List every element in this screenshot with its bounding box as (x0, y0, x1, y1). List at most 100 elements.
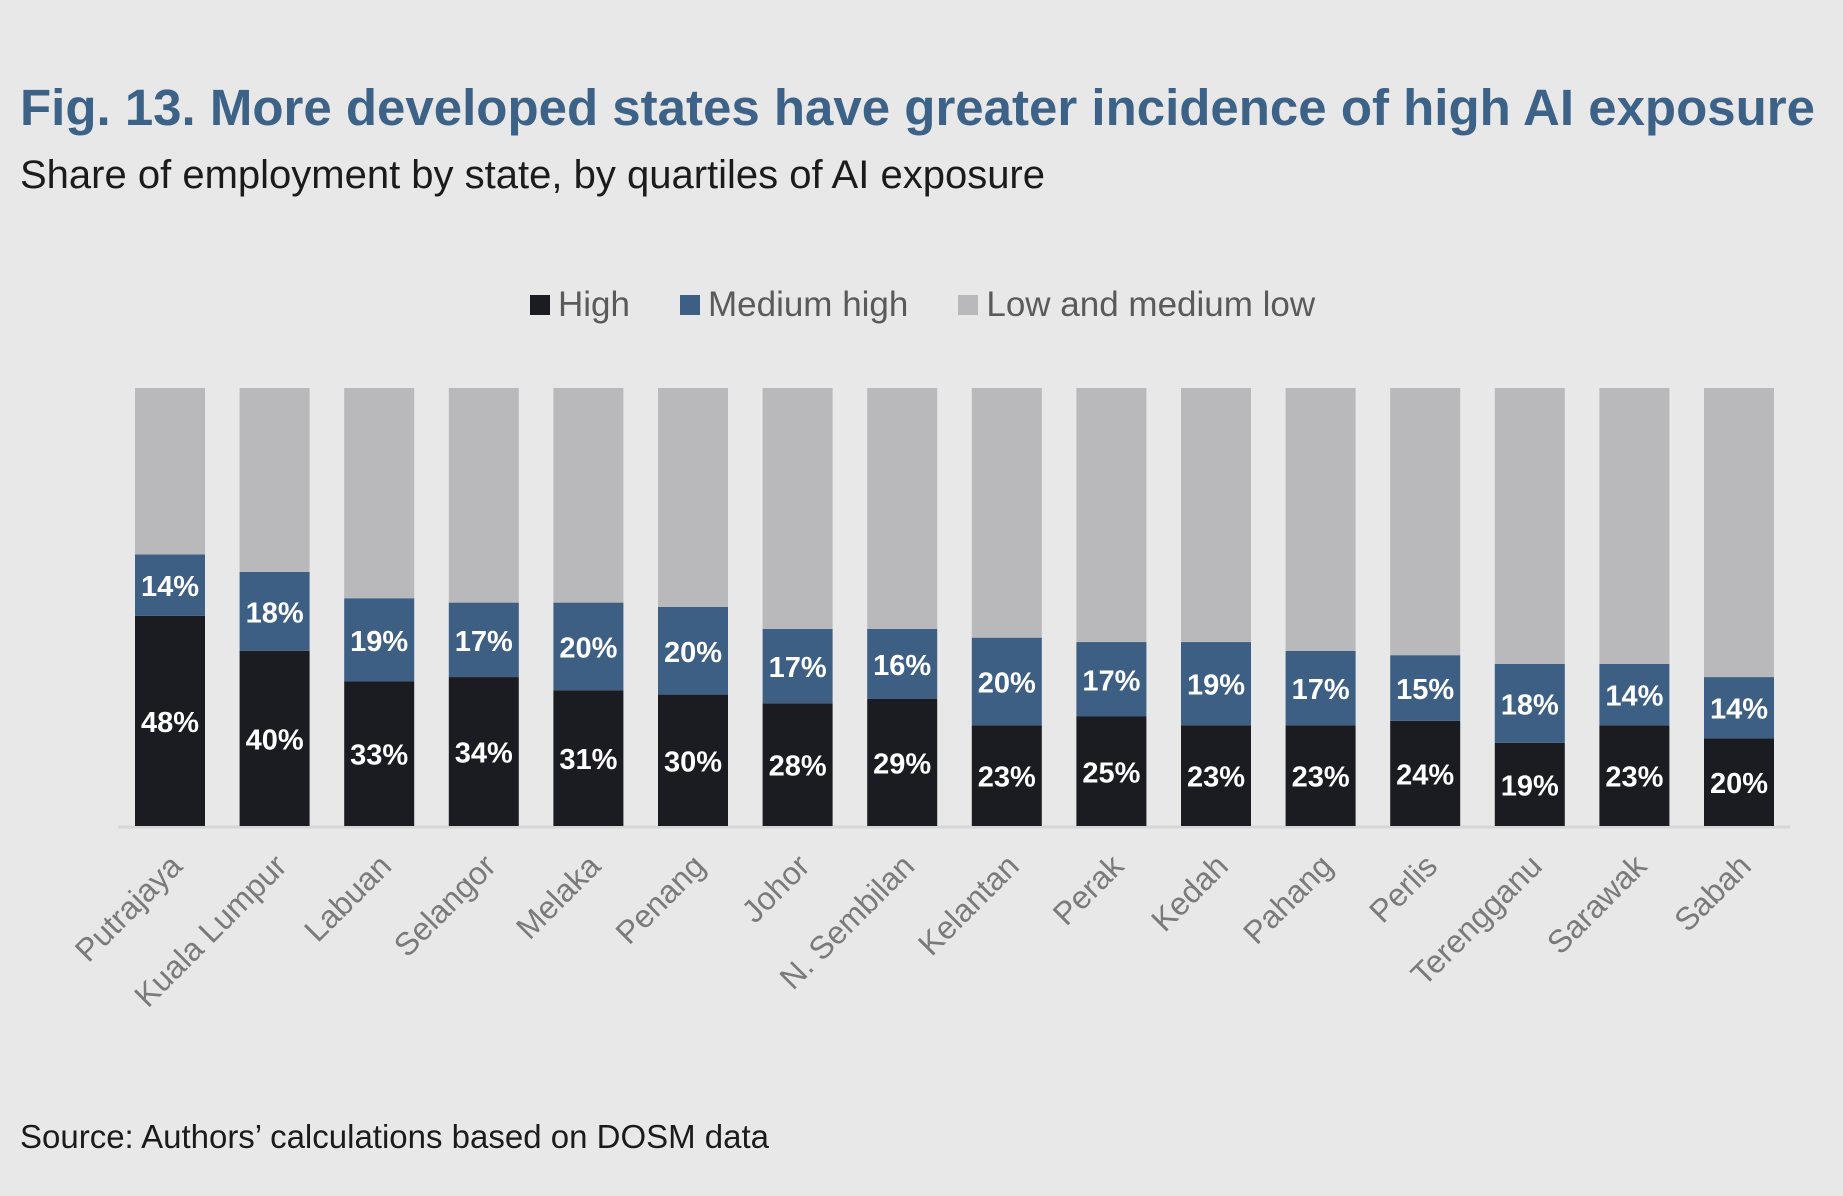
x-tick-label-perlis: Perlis (1362, 847, 1444, 929)
bar-segment-high-penang (658, 694, 728, 826)
data-label-medium-high-johor: 17% (769, 652, 827, 684)
legend-label-high: High (558, 285, 630, 324)
bar-segment-low-and-medium-low-kelantan (971, 388, 1042, 638)
data-label-high-johor: 28% (769, 751, 827, 783)
data-label-medium-high-labuan: 19% (350, 626, 408, 658)
bar-segment-medium-high-kedah (1181, 642, 1251, 726)
data-label-medium-high-terengganu: 18% (1501, 689, 1559, 721)
data-label-medium-high-melaka: 20% (559, 632, 617, 664)
bar-segment-high-terengganu (1494, 742, 1565, 826)
bar-segment-low-and-medium-low-terengganu (1494, 388, 1565, 664)
x-tick-label-melaka: Melaka (509, 847, 608, 946)
bar-segment-medium-high-labuan (344, 598, 415, 682)
bar-segment-low-and-medium-low-putrajaya (135, 388, 205, 555)
legend-label-medium-high: Medium high (707, 285, 909, 324)
data-label-high-kuala-lumpur: 40% (246, 724, 304, 756)
bar-segment-medium-high-perak (1076, 642, 1147, 717)
data-label-medium-high-perak: 17% (1082, 665, 1140, 697)
bar-segment-low-and-medium-low-sabah (1704, 388, 1774, 678)
x-tick-label-sabah: Sabah (1667, 847, 1758, 938)
x-tick-label-perak: Perak (1046, 847, 1131, 932)
data-label-high-kedah: 23% (1187, 762, 1245, 794)
bar-segment-medium-high-putrajaya (135, 554, 205, 616)
bar-segment-high-selangor (448, 677, 519, 826)
chart-title: Fig. 13. More developed states have grea… (20, 79, 1815, 136)
bar-segment-medium-high-kelantan (971, 637, 1042, 726)
data-label-high-n-sembilan: 29% (873, 748, 931, 780)
bar-segment-medium-high-johor (762, 628, 833, 704)
bar-segment-high-melaka (553, 690, 624, 826)
bar-segment-high-putrajaya (135, 615, 205, 826)
data-label-high-melaka: 31% (559, 744, 617, 776)
data-label-high-perak: 25% (1082, 757, 1140, 789)
bar-segment-high-kedah (1181, 725, 1251, 826)
data-label-medium-high-n-sembilan: 16% (873, 650, 931, 682)
bar-segment-medium-high-selangor (448, 602, 519, 678)
data-label-high-perlis: 24% (1396, 759, 1454, 791)
bar-segment-low-and-medium-low-labuan (344, 388, 415, 599)
bar-segment-high-pahang (1285, 725, 1356, 826)
bar-segment-medium-high-pahang (1285, 650, 1356, 726)
x-tick-label-johor: Johor (734, 847, 816, 929)
bar-segment-high-perak (1076, 716, 1147, 826)
bar-segment-high-kelantan (971, 725, 1042, 826)
bar-segment-high-johor (762, 703, 833, 826)
bar-segment-medium-high-kuala-lumpur (239, 571, 310, 651)
data-label-high-putrajaya: 48% (141, 707, 199, 739)
x-tick-label-kelantan: Kelantan (911, 847, 1026, 962)
bar-segment-low-and-medium-low-pahang (1285, 388, 1356, 651)
x-tick-label-kedah: Kedah (1144, 847, 1235, 938)
data-label-high-labuan: 33% (350, 740, 408, 772)
bar-segment-low-and-medium-low-perak (1076, 388, 1147, 643)
legend-item-low-and-medium-low: Low and medium low (958, 285, 1315, 325)
x-tick-label-labuan: Labuan (297, 847, 398, 948)
data-label-medium-high-kuala-lumpur: 18% (246, 597, 304, 629)
chart-source-note: Source: Authors’ calculations based on D… (20, 1118, 770, 1155)
legend-swatch-medium-high (679, 295, 700, 315)
bar-segment-medium-high-terengganu (1494, 663, 1565, 743)
bar-segment-low-and-medium-low-penang (658, 388, 728, 607)
bar-segment-high-kuala-lumpur (239, 650, 310, 826)
bar-segment-medium-high-sarawak (1599, 663, 1670, 726)
data-label-medium-high-putrajaya: 14% (141, 571, 199, 603)
bar-segment-low-and-medium-low-n-sembilan (867, 388, 938, 629)
bar-segment-high-labuan (344, 681, 415, 826)
bar-segment-low-and-medium-low-melaka (553, 388, 624, 603)
data-label-medium-high-selangor: 17% (455, 626, 513, 658)
data-label-high-sarawak: 23% (1605, 762, 1663, 794)
data-label-medium-high-penang: 20% (664, 637, 722, 669)
bar-segment-high-n-sembilan (867, 698, 938, 826)
legend-swatch-high (530, 295, 550, 315)
bar-segment-low-and-medium-low-kuala-lumpur (239, 388, 310, 572)
data-label-high-kelantan: 23% (978, 762, 1036, 794)
data-label-medium-high-kedah: 19% (1187, 670, 1245, 702)
legend-swatch-low-and-medium-low (958, 295, 979, 315)
data-label-high-penang: 30% (664, 746, 722, 778)
legend-item-high: High (530, 285, 630, 325)
data-label-medium-high-perlis: 15% (1396, 674, 1454, 706)
data-label-medium-high-pahang: 17% (1292, 674, 1350, 706)
data-label-high-selangor: 34% (455, 738, 513, 770)
x-tick-label-selangor: Selangor (387, 847, 503, 963)
data-label-medium-high-sabah: 14% (1710, 694, 1768, 726)
x-tick-label-pahang: Pahang (1236, 847, 1339, 950)
chart-legend: High Medium high Low and medium low (530, 285, 1365, 325)
data-label-medium-high-kelantan: 20% (978, 667, 1036, 699)
bar-segment-high-sabah (1704, 738, 1774, 826)
legend-item-medium-high: Medium high (679, 285, 909, 325)
bar-segment-low-and-medium-low-sarawak (1599, 388, 1670, 664)
bar-segment-medium-high-melaka (553, 602, 624, 691)
data-label-high-terengganu: 19% (1501, 770, 1559, 802)
bar-segment-medium-high-sabah (1704, 677, 1774, 739)
data-label-medium-high-sarawak: 14% (1605, 681, 1663, 713)
bar-segment-medium-high-n-sembilan (867, 628, 938, 699)
bar-segment-high-sarawak (1599, 725, 1670, 826)
bar-segment-high-perlis (1390, 720, 1461, 826)
bar-segment-low-and-medium-low-selangor (448, 388, 519, 603)
legend-label-low-and-medium-low: Low and medium low (986, 285, 1316, 324)
bar-segment-medium-high-penang (658, 607, 728, 695)
bar-segment-medium-high-perlis (1390, 655, 1461, 721)
chart-subtitle: Share of employment by state, by quartil… (20, 153, 1045, 197)
data-label-high-pahang: 23% (1292, 762, 1350, 794)
